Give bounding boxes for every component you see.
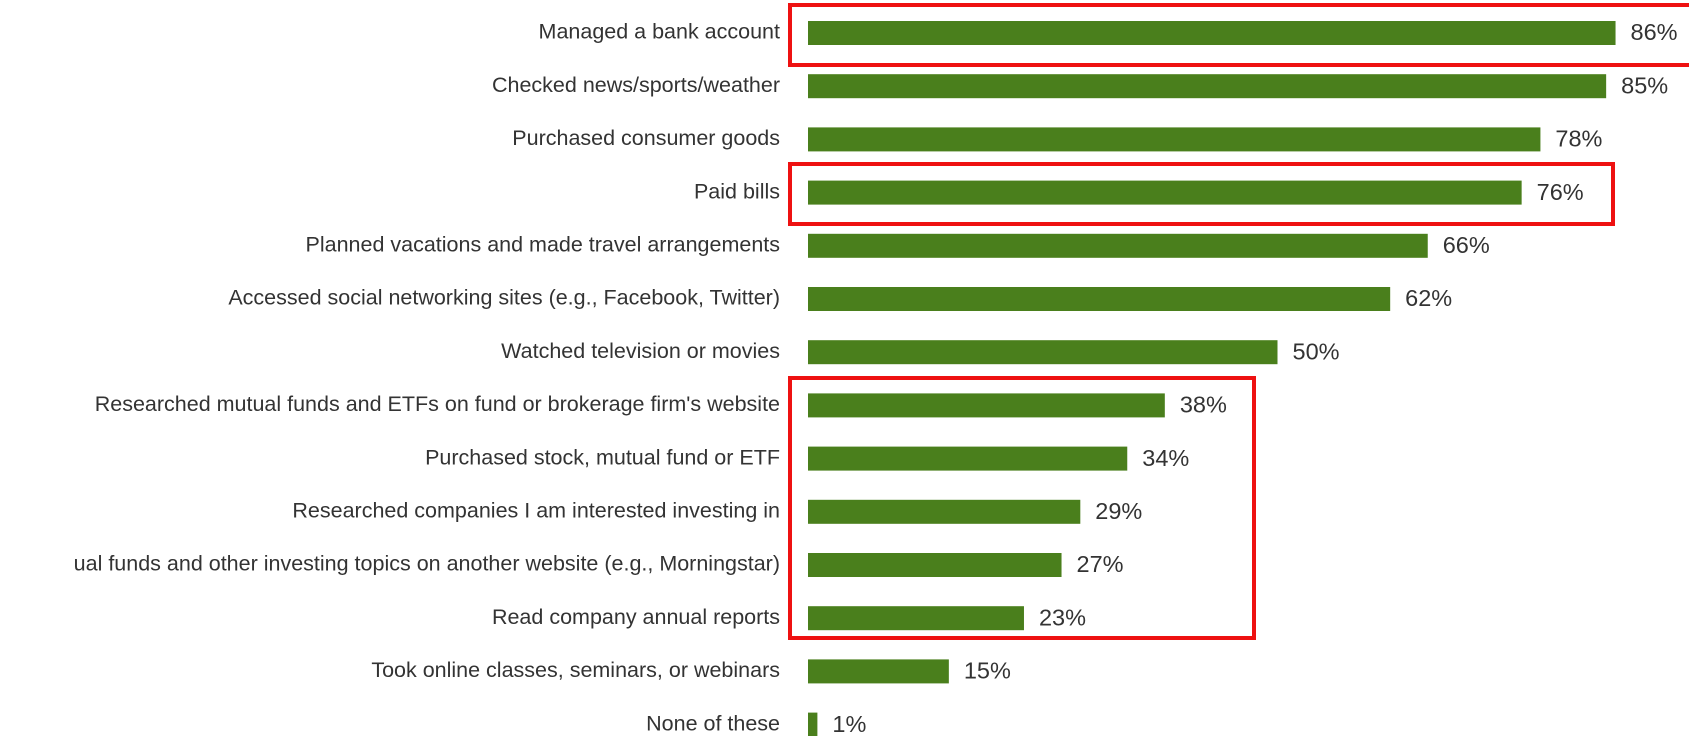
value-label: 29% xyxy=(1095,498,1142,524)
category-label: Researched companies I am interested inv… xyxy=(292,498,780,522)
bar xyxy=(808,553,1062,577)
value-label: 50% xyxy=(1293,338,1340,364)
highlight-box xyxy=(788,3,1689,67)
bar xyxy=(808,287,1391,311)
category-label: None of these xyxy=(646,711,780,735)
value-label: 66% xyxy=(1443,232,1490,258)
bar xyxy=(808,393,1165,418)
value-label: 78% xyxy=(1555,126,1602,152)
bar xyxy=(808,180,1522,205)
category-label: Read company annual reports xyxy=(492,605,780,629)
category-label: Purchased consumer goods xyxy=(512,126,780,150)
category-label: Managed a bank account xyxy=(539,20,780,44)
highlight-box xyxy=(788,376,1256,640)
value-label: 34% xyxy=(1142,445,1189,471)
category-label: Researched mutual funds and ETFs on fund… xyxy=(95,392,780,416)
bar xyxy=(808,74,1607,99)
category-label: Paid bills xyxy=(694,179,780,203)
value-label: 1% xyxy=(832,711,866,736)
category-label: Watched television or movies xyxy=(501,339,780,363)
bar xyxy=(808,21,1616,45)
bar xyxy=(808,127,1541,152)
value-label: 27% xyxy=(1077,551,1124,577)
value-label: 62% xyxy=(1405,285,1452,311)
value-label: 85% xyxy=(1621,72,1668,98)
category-label: Purchased stock, mutual fund or ETF xyxy=(425,445,780,469)
value-label: 15% xyxy=(964,658,1011,684)
bar xyxy=(808,499,1081,524)
value-label: 23% xyxy=(1039,604,1086,630)
value-label: 86% xyxy=(1631,19,1678,45)
bar xyxy=(808,606,1024,631)
category-label: Took online classes, seminars, or webina… xyxy=(371,658,780,682)
category-label: ual funds and other investing topics on … xyxy=(74,552,780,576)
bar xyxy=(808,233,1428,258)
category-label: Checked news/sports/weather xyxy=(492,73,780,97)
highlight-box xyxy=(788,162,1615,226)
category-label: Planned vacations and made travel arrang… xyxy=(306,232,780,256)
category-label: Accessed social networking sites (e.g., … xyxy=(228,286,780,310)
bar xyxy=(808,446,1128,471)
value-label: 76% xyxy=(1537,179,1584,205)
bar xyxy=(808,659,949,684)
bar xyxy=(808,340,1278,365)
bar xyxy=(808,712,818,736)
value-label: 38% xyxy=(1180,392,1227,418)
